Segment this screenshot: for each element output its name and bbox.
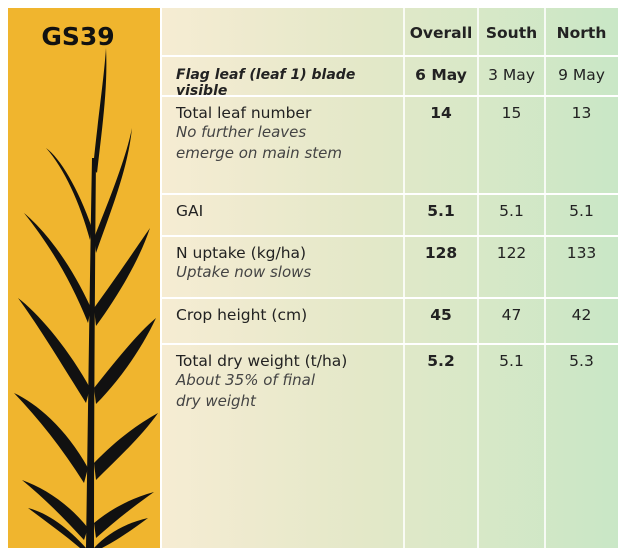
row-label: Crop height (cm) [162,298,404,344]
column-header: South [485,24,538,42]
value-cell: 45 [430,306,452,324]
row-label: Flag leaf (leaf 1) blade visible [162,56,404,99]
value-cell: 5.1 [499,202,524,220]
value-cell: 128 [424,244,458,262]
column-header: Overall [409,24,473,42]
value-cell: 133 [566,244,597,262]
row-divider [162,297,618,299]
value-cell: 14 [430,104,452,122]
row-title: Total dry weight (t/ha) [176,352,348,370]
column-divider [544,8,546,548]
value-cell: 13 [571,104,592,122]
value-cell: 5.3 [569,352,594,370]
row-divider [162,343,618,345]
row-divider [162,55,618,57]
row-label: N uptake (kg/ha) Uptake now slows [162,236,404,298]
row-title: Total leaf number [176,104,312,122]
value-cell: 15 [501,104,522,122]
row-title: Flag leaf (leaf 1) blade visible [176,67,356,99]
value-cell: 6 May [415,66,467,84]
stage-panel: GS39 [8,8,160,548]
row-divider [162,95,618,97]
row-note: dry weight [176,392,256,410]
value-cell: 9 May [558,66,605,84]
row-label: Total leaf number No further leaves emerge… [162,96,404,194]
column-header: North [556,24,607,42]
row-divider [162,193,618,195]
plant-illustration [14,48,158,548]
column-divider [403,8,405,548]
value-cell: 122 [496,244,527,262]
row-divider [162,235,618,237]
row-note: About 35% of final [176,371,316,389]
row-note: No further leaves [176,123,307,141]
row-title: Crop height (cm) [176,306,308,324]
row-note: emerge on main stem [176,144,342,162]
value-cell: 5.2 [427,352,455,370]
column-divider [477,8,479,548]
stage-title: GS39 [41,22,115,51]
row-note: Uptake now slows [176,263,312,281]
value-cell: 5.1 [499,352,524,370]
value-cell: 5.1 [569,202,594,220]
stats-table: Overall South North Flag leaf (leaf 1) blad… [162,8,618,548]
row-label: Total dry weight (t/ha) About 35% of fina… [162,344,404,548]
row-title: GAI [176,202,204,220]
value-cell: 42 [571,306,592,324]
value-cell: 47 [501,306,522,324]
row-title: N uptake (kg/ha) [176,244,307,262]
row-label: GAI [162,194,404,236]
value-cell: 3 May [488,66,535,84]
value-cell: 5.1 [427,202,455,220]
